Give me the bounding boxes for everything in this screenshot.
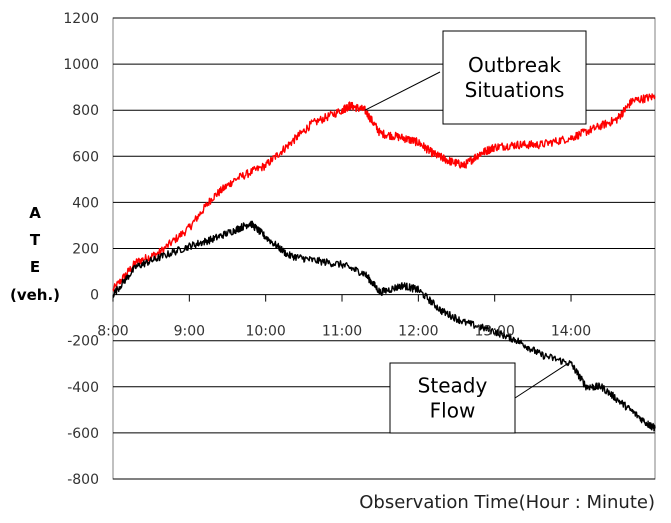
y-axis-label-line: A [29, 204, 41, 222]
series-lines [112, 93, 656, 432]
x-tick-label: 14:00 [551, 324, 591, 340]
annotation-text: Flow [430, 399, 476, 423]
annotation-leader-line [364, 71, 441, 111]
y-axis-label-line: T [30, 231, 41, 249]
x-tick-label: 10:00 [245, 324, 285, 340]
x-axis-label: Observation Time(Hour : Minute) [359, 492, 655, 513]
series-line-1 [112, 220, 656, 432]
grid-lines [112, 17, 656, 480]
x-tick-label: 12:00 [398, 324, 438, 340]
y-tick-label: 0 [90, 288, 99, 304]
x-tick-label: 8:00 [97, 324, 128, 340]
annotation-box [389, 362, 516, 434]
y-tick-label: 800 [72, 103, 99, 119]
annotation-text: Steady [418, 374, 488, 398]
x-tick-labels: 8:00 9:00 10:00 11:00 12:00 13:00 14:00 [97, 324, 591, 340]
y-axis-label: ATE (veh.) [10, 204, 60, 304]
y-tick-label: 600 [72, 149, 99, 165]
annotation-text: Situations [465, 78, 565, 102]
y-tick-label: -800 [67, 472, 99, 488]
y-tick-labels: 1200 1000 800 600 400 200 0 -200 -400 -600 -800 [63, 11, 99, 488]
annotation-leader-line [514, 361, 572, 399]
y-axis-label-line: E [30, 258, 40, 276]
y-axis-label-line: (veh.) [10, 286, 60, 304]
annotation-text: Outbreak [468, 53, 561, 77]
y-tick-label: -600 [67, 426, 99, 442]
y-tick-label: 400 [72, 195, 99, 211]
y-tick-label: 200 [72, 242, 99, 258]
annotation-box [442, 30, 587, 125]
x-tick-label: 11:00 [322, 324, 362, 340]
x-tick-label: 9:00 [174, 324, 205, 340]
y-tick-label: 1000 [63, 57, 99, 73]
y-tick-label: -200 [67, 334, 99, 350]
x-tick-label: 13:00 [475, 324, 515, 340]
y-tick-label: 1200 [63, 11, 99, 27]
y-tick-label: -400 [67, 380, 99, 396]
series-line-0 [112, 93, 656, 292]
